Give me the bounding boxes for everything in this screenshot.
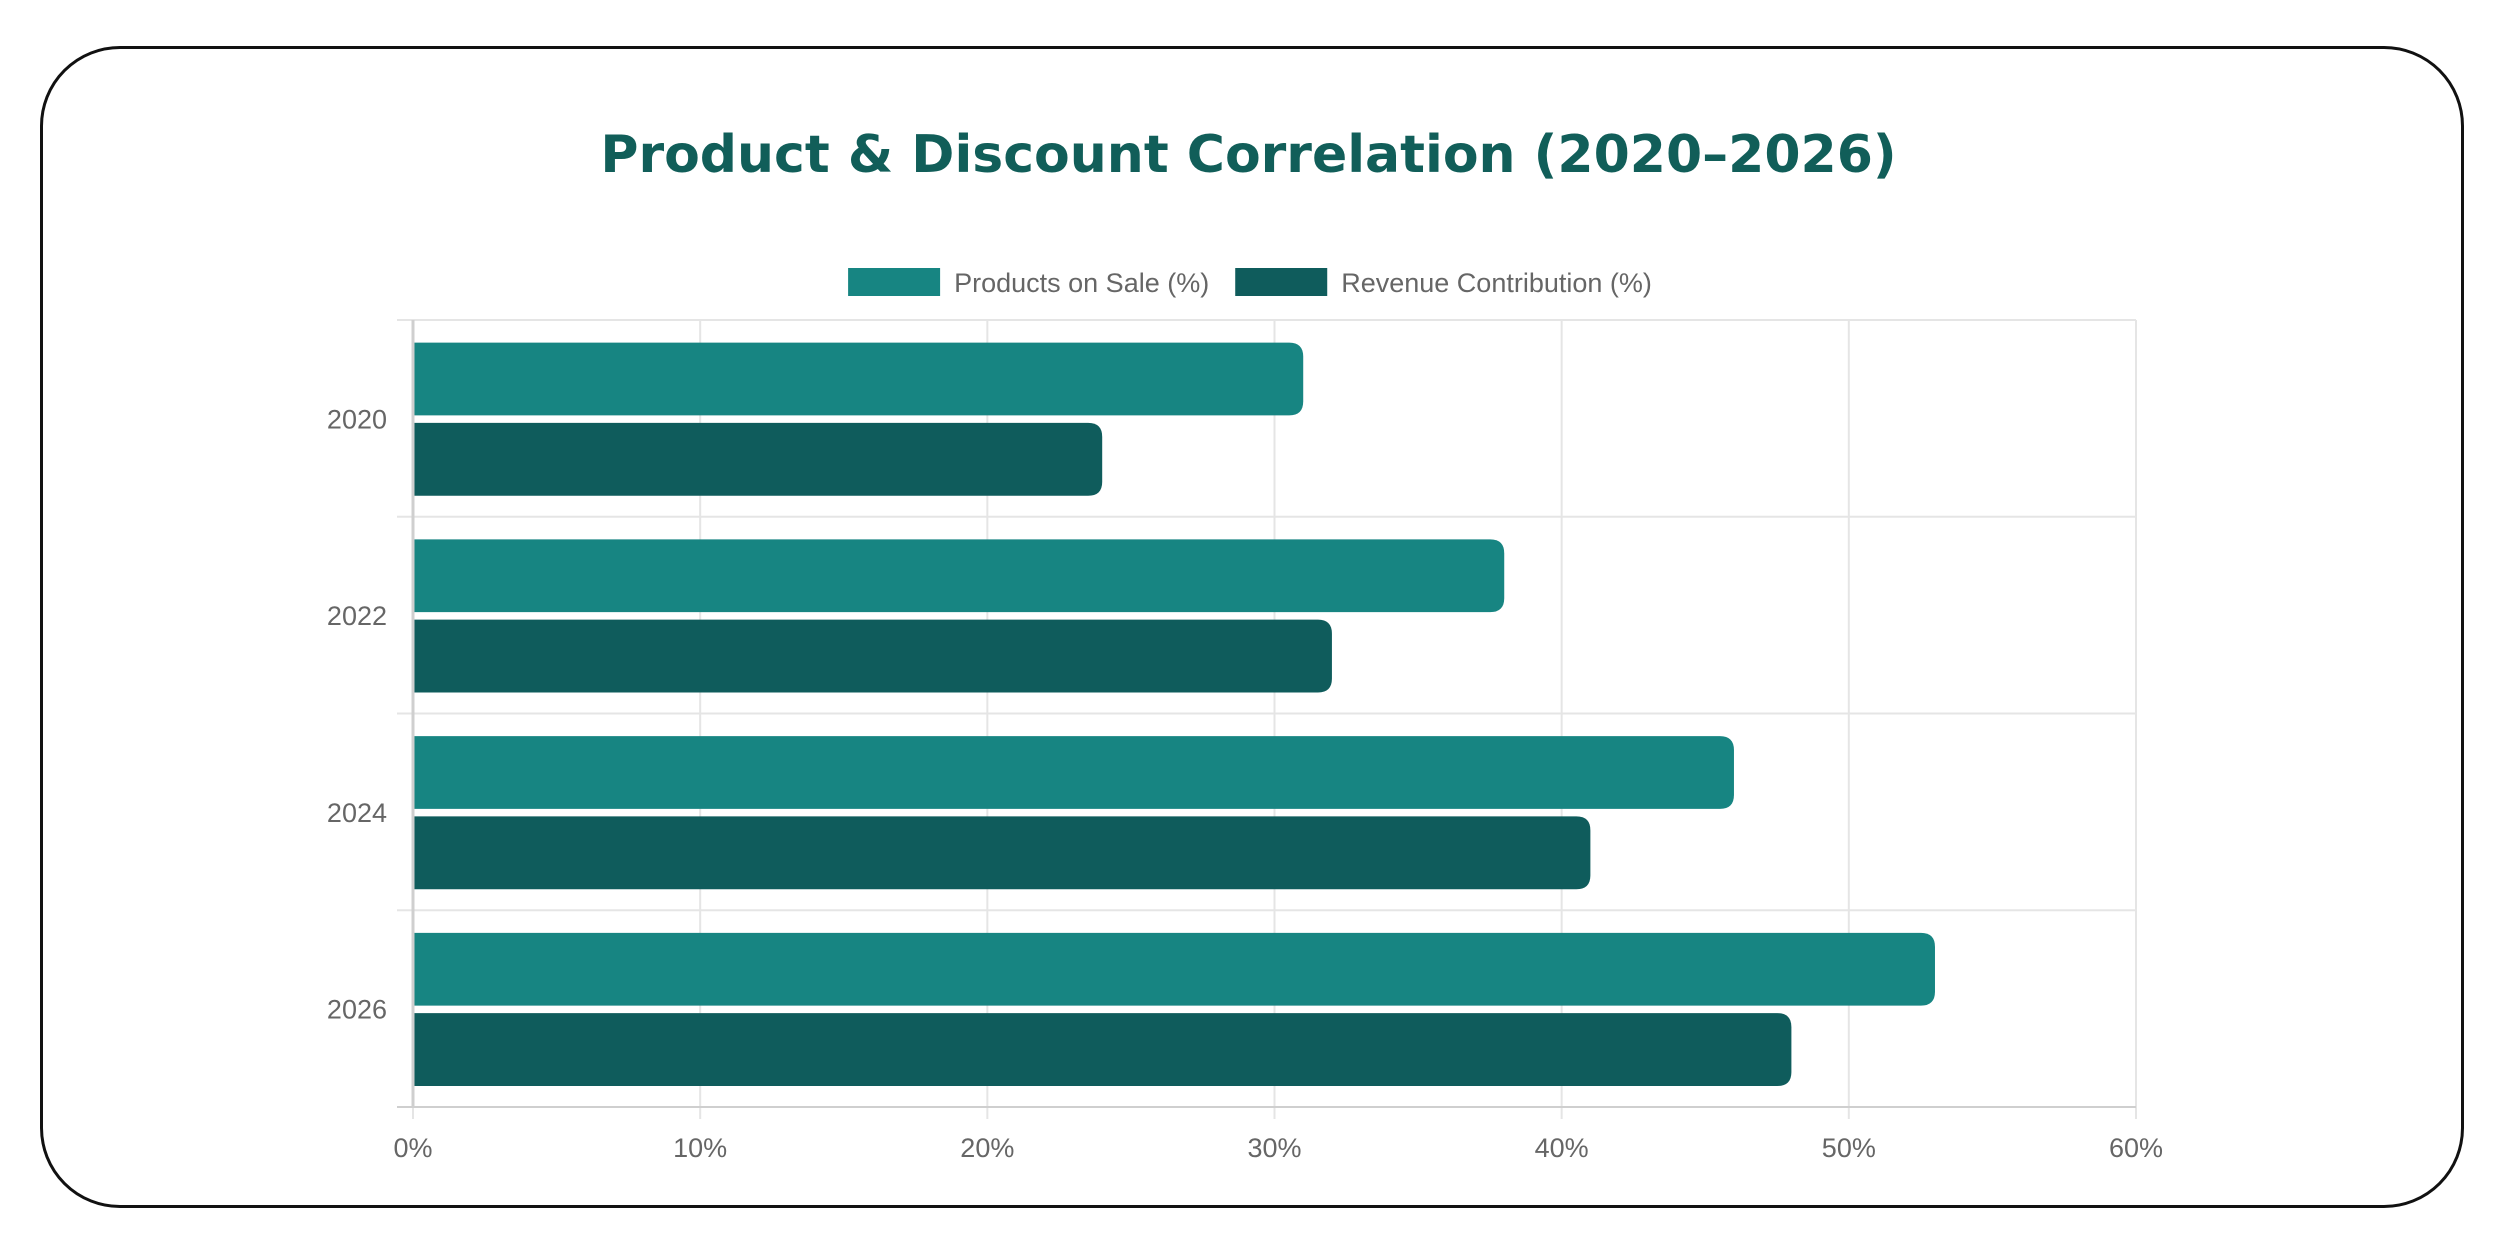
y-tick-label: 2024 (327, 798, 387, 828)
y-tick-label: 2026 (327, 995, 387, 1025)
legend-label[interactable]: Revenue Contribution (%) (1341, 268, 1652, 298)
legend-swatch[interactable] (1235, 268, 1328, 296)
bar-revenue-contribution-2024[interactable] (413, 816, 1591, 890)
bar-products-on-sale-2022[interactable] (413, 539, 1505, 613)
legend[interactable]: Products on Sale (%) Revenue Contribution… (848, 268, 1652, 298)
bar-products-on-sale-2026[interactable] (413, 932, 1935, 1006)
y-tick-label: 2022 (327, 601, 387, 631)
x-tick-label: 50% (1822, 1133, 1876, 1163)
x-tick-label: 40% (1535, 1133, 1589, 1163)
bar-revenue-contribution-2020[interactable] (413, 422, 1103, 496)
bar-products-on-sale-2020[interactable] (413, 342, 1304, 416)
axes: 0% 10% 20% 30% 40% 50% 60% 2020 2022 2024 2026 (327, 320, 2163, 1163)
bar-revenue-contribution-2026[interactable] (413, 1013, 1792, 1086)
x-tick-label: 0% (393, 1133, 432, 1163)
bars (413, 342, 1935, 1086)
bar-products-on-sale-2024[interactable] (413, 736, 1734, 809)
x-tick-label: 60% (2109, 1133, 2163, 1163)
y-tick-label: 2020 (327, 404, 387, 434)
legend-swatch[interactable] (848, 268, 941, 296)
bar-revenue-contribution-2022[interactable] (413, 619, 1332, 693)
legend-label[interactable]: Products on Sale (%) (954, 268, 1209, 298)
x-tick-label: 30% (1247, 1133, 1301, 1163)
x-tick-label: 20% (960, 1133, 1014, 1163)
chart-title: Product & Discount Correlation (2020–202… (600, 125, 1897, 185)
x-tick-label: 10% (673, 1133, 727, 1163)
